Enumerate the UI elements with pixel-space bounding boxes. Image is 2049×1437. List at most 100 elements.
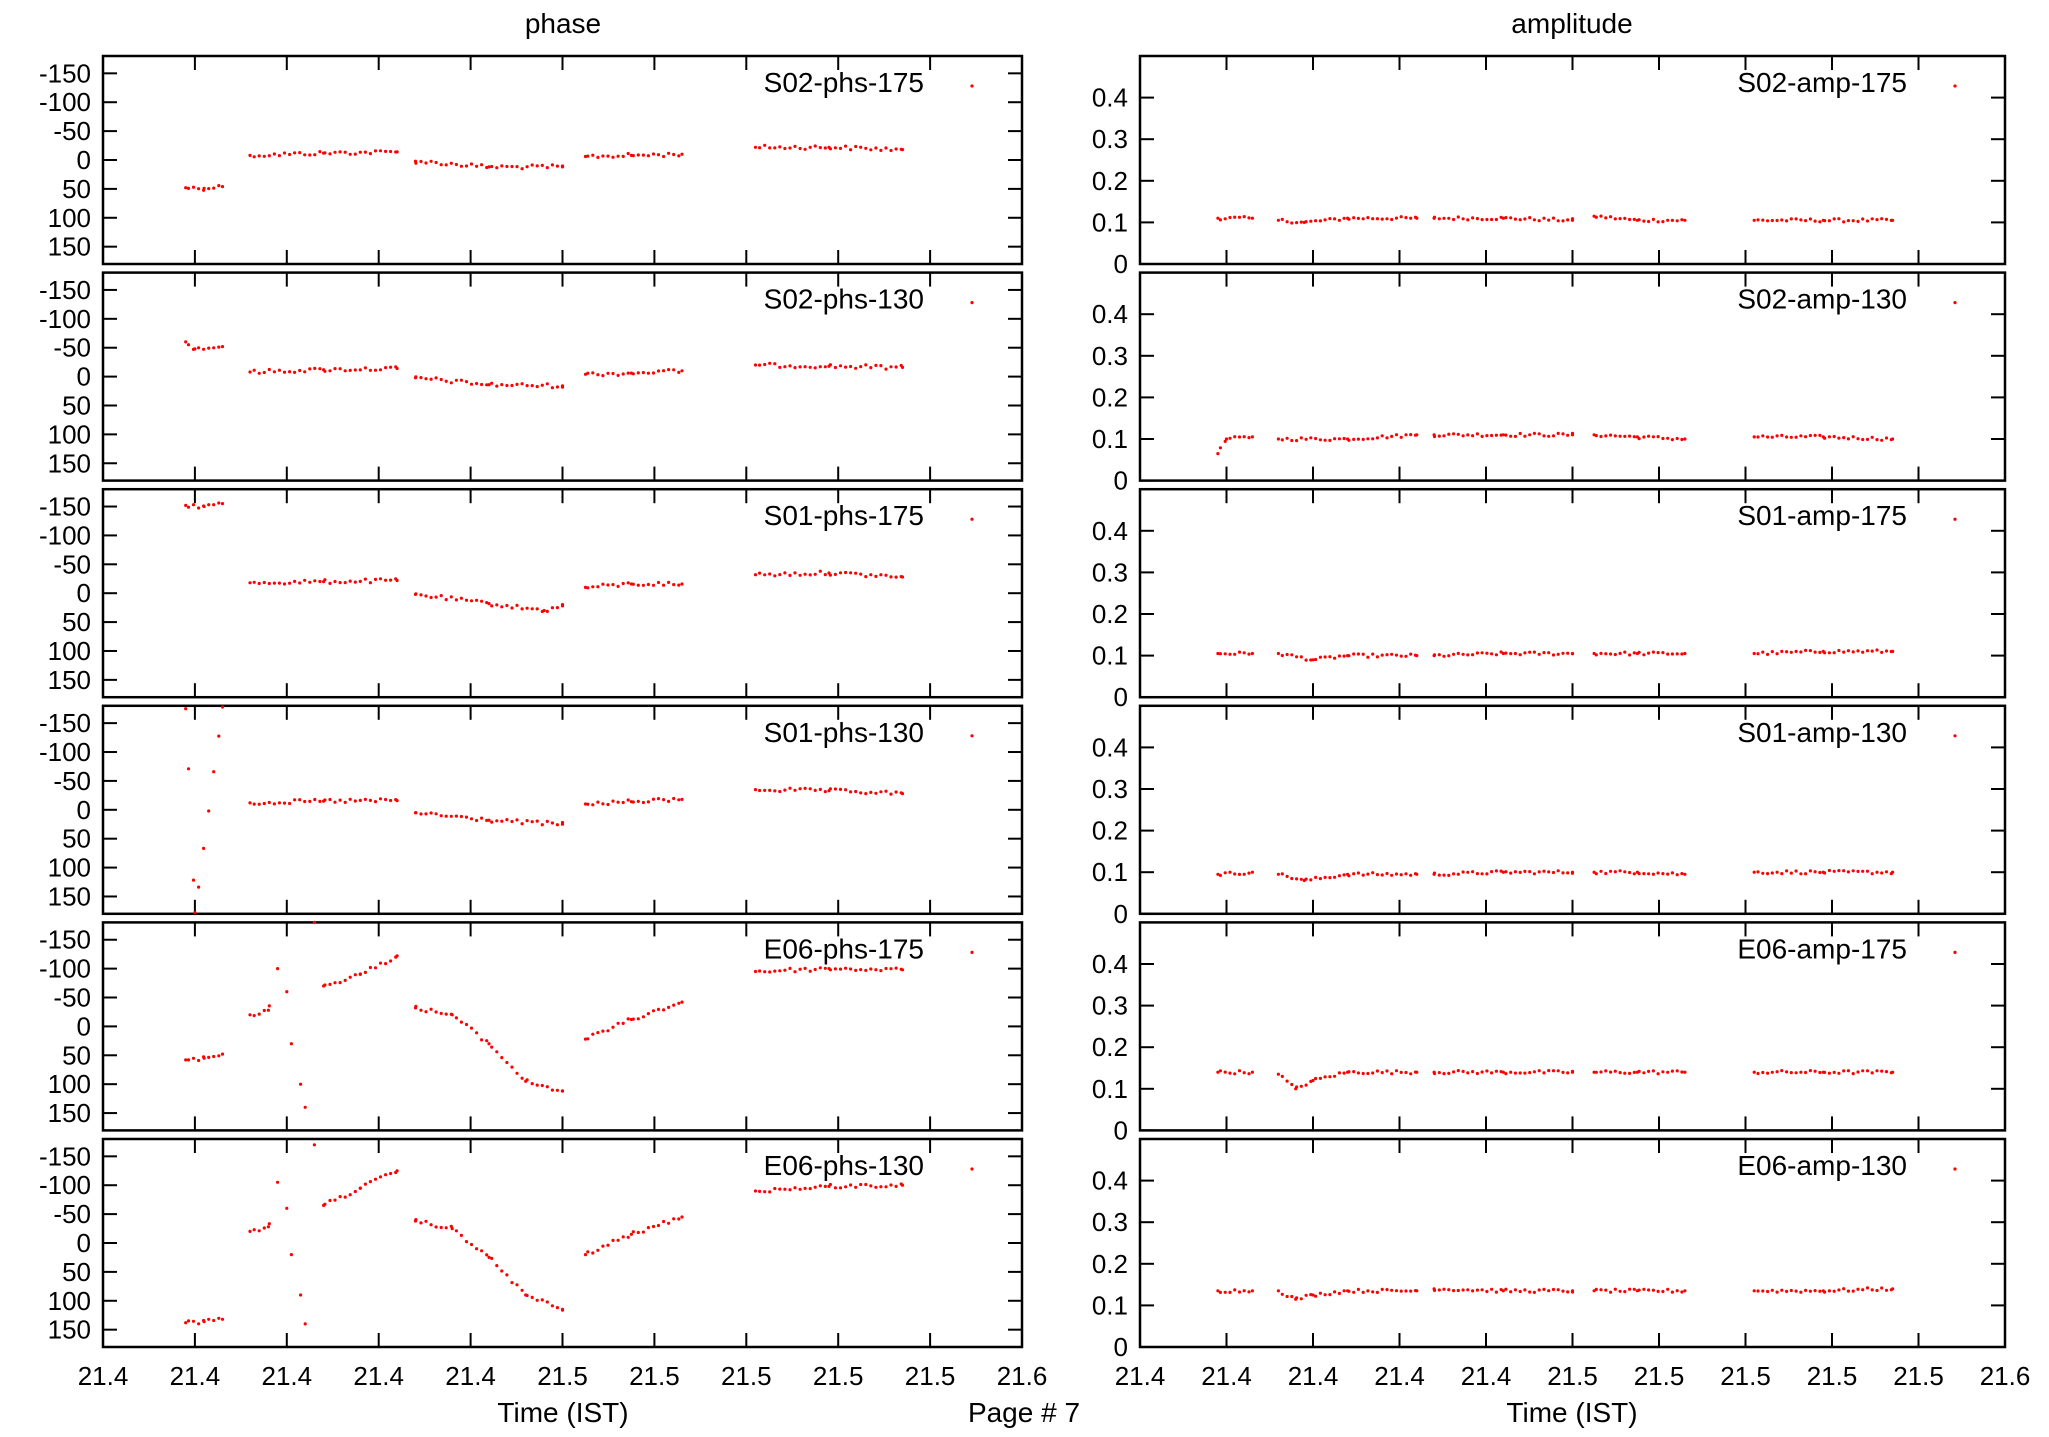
data-point [429, 377, 433, 381]
page-number-label: Page # 7 [968, 1397, 1080, 1428]
data-point [1875, 870, 1879, 874]
data-point [838, 571, 843, 575]
data-point [783, 365, 787, 369]
data-point [459, 1233, 463, 1237]
data-point [1570, 870, 1575, 874]
data-point [1666, 1287, 1670, 1291]
data-point [1509, 871, 1513, 875]
x-tick-label: 21.6 [997, 1361, 1048, 1391]
data-point [783, 1187, 787, 1191]
data-point [282, 151, 287, 155]
amp-panel-1: 00.10.20.30.4 S02-amp-175 [1092, 54, 2007, 279]
x-tick-label: 21.5 [1807, 1361, 1858, 1391]
data-point [1318, 1291, 1322, 1295]
data-point [308, 580, 312, 584]
data-point [1875, 1288, 1879, 1293]
data-point [1501, 1289, 1505, 1293]
data-point [1237, 1290, 1242, 1294]
y-tick-label: 0.1 [1092, 1290, 1128, 1320]
data-point [207, 346, 211, 350]
data-point [257, 581, 261, 586]
data-point [1356, 216, 1360, 220]
data-point [524, 1293, 528, 1297]
data-point [1437, 1071, 1441, 1075]
data-point [1856, 219, 1860, 223]
data-point [611, 371, 615, 376]
data-point [1285, 1294, 1289, 1299]
data-point [869, 366, 873, 370]
data-point [646, 1226, 651, 1230]
y-tick-label: -150 [39, 275, 91, 305]
data-point [464, 1022, 469, 1027]
data-point [363, 366, 367, 370]
data-point [636, 371, 640, 375]
data-point [220, 185, 225, 189]
data-point [1551, 216, 1556, 220]
data-point [1242, 215, 1246, 219]
data-point [1290, 1082, 1294, 1087]
data-point [248, 1229, 252, 1233]
data-point [1661, 220, 1665, 224]
data-point [1318, 219, 1322, 223]
legend-marker [970, 517, 974, 521]
data-point [753, 145, 758, 149]
data-point [378, 797, 383, 801]
data-point [1785, 435, 1789, 439]
data-point [1480, 434, 1484, 438]
data-point [606, 802, 610, 807]
data-point [384, 1173, 388, 1177]
data-point [186, 767, 191, 771]
data-point [328, 369, 332, 373]
data-point [778, 145, 782, 149]
data-point [378, 368, 383, 372]
data-point [894, 1184, 898, 1188]
data-point [343, 369, 347, 373]
data-point [308, 799, 312, 804]
data-point [1328, 1293, 1332, 1297]
data-point [1415, 1070, 1419, 1074]
data-point [1409, 433, 1413, 437]
data-point [1818, 433, 1822, 437]
data-point [1683, 437, 1687, 441]
data-point [768, 146, 772, 150]
data-point [677, 1001, 681, 1005]
data-point [353, 368, 357, 372]
data-point [1623, 1071, 1627, 1075]
data-point [1415, 1289, 1419, 1293]
data-point [1456, 1288, 1460, 1293]
data-point [778, 365, 782, 369]
data-point [202, 1056, 206, 1060]
data-point [424, 1010, 428, 1014]
data-point [680, 1000, 684, 1004]
data-point [1756, 1289, 1760, 1293]
data-point [444, 814, 448, 818]
data-point [285, 1206, 289, 1210]
data-point [1466, 218, 1470, 222]
data-point [1490, 1071, 1494, 1075]
legend-label: S01-amp-175 [1737, 500, 1907, 531]
data-point [500, 1056, 504, 1060]
data-point [197, 1058, 201, 1063]
data-point [844, 966, 848, 970]
data-point [1827, 435, 1831, 439]
x-tick-label: 21.5 [1634, 1361, 1685, 1391]
data-point [1556, 1069, 1560, 1073]
data-point [889, 575, 893, 579]
data-point [469, 599, 474, 603]
data-point [1613, 1287, 1617, 1291]
data-point [1821, 1070, 1825, 1074]
data-point [520, 1288, 524, 1292]
data-point [808, 573, 812, 577]
data-point [318, 150, 322, 154]
y-tick-label: 50 [62, 390, 91, 420]
data-point [1442, 216, 1446, 220]
data-point [266, 1008, 270, 1012]
data-point [1799, 1290, 1803, 1294]
data-points [184, 501, 905, 614]
data-point [1447, 1288, 1451, 1292]
data-point [672, 583, 676, 587]
data-point [207, 1055, 211, 1059]
data-point [1471, 653, 1475, 657]
data-point [282, 801, 287, 805]
